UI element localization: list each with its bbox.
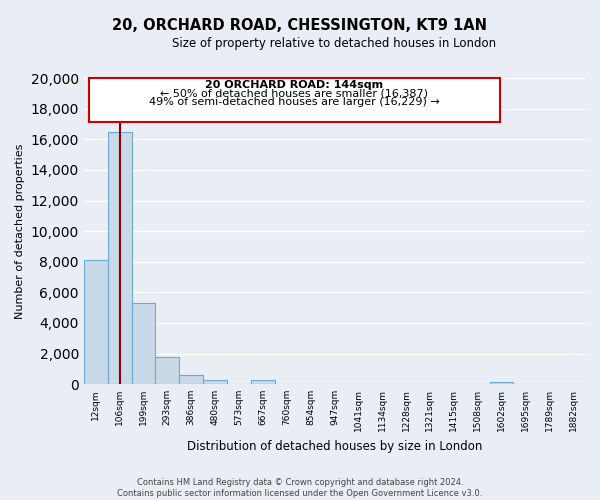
Bar: [155, 358, 179, 384]
Text: 49% of semi-detached houses are larger (16,229) →: 49% of semi-detached houses are larger (…: [149, 98, 440, 108]
Text: Contains HM Land Registry data © Crown copyright and database right 2024.
Contai: Contains HM Land Registry data © Crown c…: [118, 478, 482, 498]
Text: 20, ORCHARD ROAD, CHESSINGTON, KT9 1AN: 20, ORCHARD ROAD, CHESSINGTON, KT9 1AN: [113, 18, 487, 32]
Bar: [251, 380, 275, 384]
X-axis label: Distribution of detached houses by size in London: Distribution of detached houses by size …: [187, 440, 482, 452]
Bar: [179, 375, 203, 384]
Bar: [131, 303, 155, 384]
Bar: [203, 380, 227, 384]
FancyBboxPatch shape: [89, 78, 500, 122]
Text: 20 ORCHARD ROAD: 144sqm: 20 ORCHARD ROAD: 144sqm: [205, 80, 383, 90]
Title: Size of property relative to detached houses in London: Size of property relative to detached ho…: [172, 38, 496, 51]
Bar: [84, 260, 107, 384]
Y-axis label: Number of detached properties: Number of detached properties: [15, 144, 25, 319]
Bar: [107, 132, 131, 384]
Text: ← 50% of detached houses are smaller (16,387): ← 50% of detached houses are smaller (16…: [160, 89, 428, 99]
Bar: [490, 382, 514, 384]
